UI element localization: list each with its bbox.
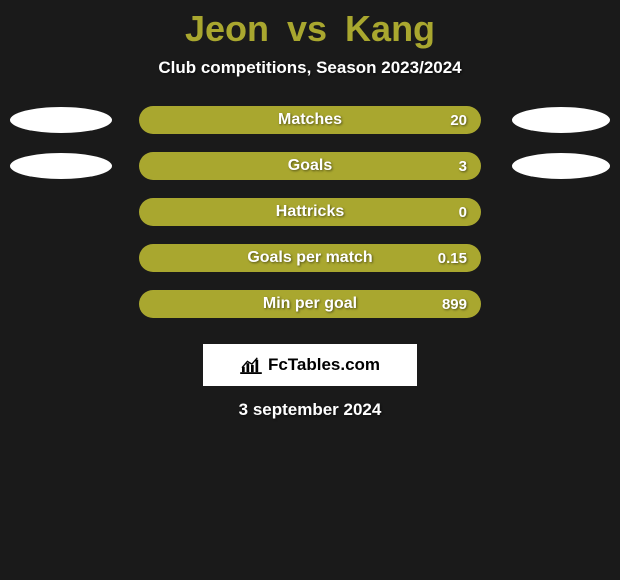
stat-value: 20 xyxy=(450,112,467,129)
stat-rows: Matches 20 Goals 3 Hattricks 0 Goals per match… xyxy=(0,106,620,318)
ellipse-left xyxy=(10,107,112,133)
stat-row: Min per goal 899 xyxy=(0,290,620,318)
stat-label: Goals xyxy=(288,157,332,175)
title-player2: Kang xyxy=(345,8,435,49)
stat-bar: Hattricks 0 xyxy=(139,198,481,226)
brand-chart-icon xyxy=(240,356,262,374)
stat-label: Goals per match xyxy=(247,249,372,267)
stat-row: Hattricks 0 xyxy=(0,198,620,226)
stat-bar: Goals per match 0.15 xyxy=(139,244,481,272)
page-title: Jeon vs Kang xyxy=(0,0,620,58)
ellipse-left xyxy=(10,153,112,179)
stat-value: 0 xyxy=(459,204,467,221)
stat-bar: Matches 20 xyxy=(139,106,481,134)
stat-row: Goals per match 0.15 xyxy=(0,244,620,272)
stat-label: Matches xyxy=(278,111,342,129)
stat-row: Goals 3 xyxy=(0,152,620,180)
stat-bar: Min per goal 899 xyxy=(139,290,481,318)
stat-value: 3 xyxy=(459,158,467,175)
stat-label: Hattricks xyxy=(276,203,344,221)
brand-text: FcTables.com xyxy=(268,355,380,375)
title-player1: Jeon xyxy=(185,8,269,49)
stat-value: 0.15 xyxy=(438,250,467,267)
date-label: 3 september 2024 xyxy=(0,400,620,420)
brand-box: FcTables.com xyxy=(203,344,417,386)
stat-value: 899 xyxy=(442,296,467,313)
stat-row: Matches 20 xyxy=(0,106,620,134)
stat-label: Min per goal xyxy=(263,295,357,313)
ellipse-right xyxy=(512,153,610,179)
stat-bar: Goals 3 xyxy=(139,152,481,180)
subtitle: Club competitions, Season 2023/2024 xyxy=(0,58,620,78)
ellipse-right xyxy=(512,107,610,133)
title-vs: vs xyxy=(287,8,327,49)
